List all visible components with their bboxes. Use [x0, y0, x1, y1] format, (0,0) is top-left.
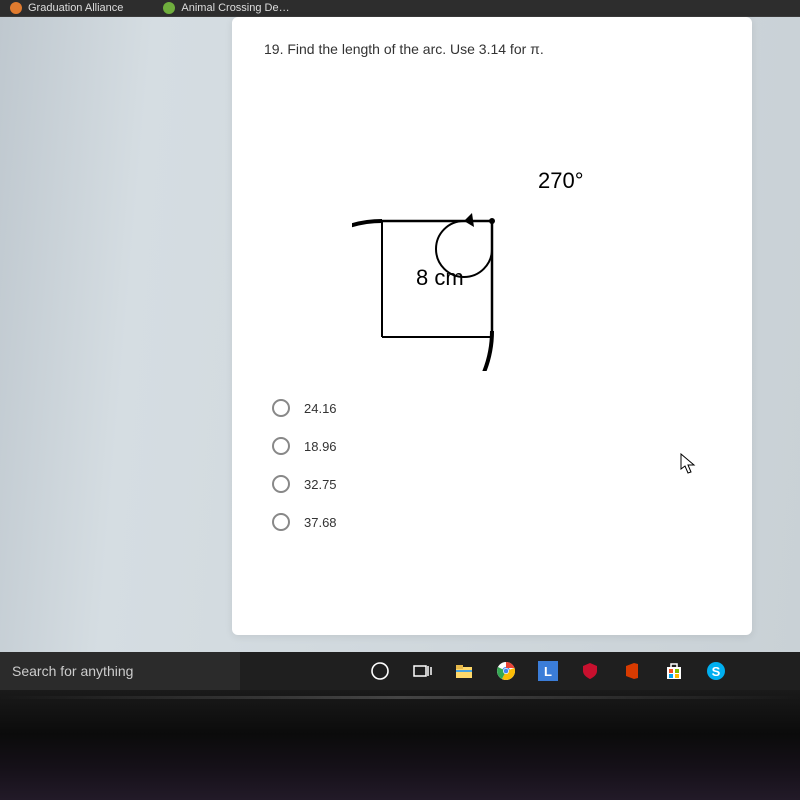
angle-label: 270°: [538, 168, 584, 193]
browser-bookmarks-bar: Graduation Alliance Animal Crossing De…: [0, 0, 800, 16]
bookmark-label: Animal Crossing De…: [181, 2, 289, 14]
svg-text:S: S: [712, 664, 721, 679]
answer-option[interactable]: 24.16: [272, 399, 720, 417]
arc-diagram: 270° 8 cm: [352, 81, 632, 371]
taskbar-search[interactable]: Search for anything: [0, 652, 240, 690]
app-l-icon[interactable]: L: [538, 661, 558, 681]
option-label: 24.16: [304, 401, 337, 416]
page-background: 19. Find the length of the arc. Use 3.14…: [0, 16, 800, 652]
bookmark-icon: [10, 2, 22, 14]
angle-indicator-arrowhead: [464, 213, 474, 227]
question-text: 19. Find the length of the arc. Use 3.14…: [264, 41, 720, 57]
bookmark-item[interactable]: Graduation Alliance: [10, 2, 123, 14]
option-label: 37.68: [304, 515, 337, 530]
bookmark-item[interactable]: Animal Crossing De…: [163, 2, 289, 14]
skype-icon[interactable]: S: [706, 661, 726, 681]
radius-label: 8 cm: [416, 265, 464, 290]
search-placeholder-text: Search for anything: [12, 663, 133, 679]
office-icon[interactable]: [622, 661, 642, 681]
mcafee-icon[interactable]: [580, 661, 600, 681]
bookmark-icon: [163, 2, 175, 14]
task-view-icon[interactable]: [412, 661, 432, 681]
radio-icon: [272, 475, 290, 493]
answer-option[interactable]: 18.96: [272, 437, 720, 455]
answer-option[interactable]: 32.75: [272, 475, 720, 493]
taskbar-icons: L S: [370, 652, 726, 690]
radio-icon: [272, 399, 290, 417]
bookmark-label: Graduation Alliance: [28, 2, 123, 14]
windows-taskbar: Search for anything L S: [0, 652, 800, 690]
center-dot: [489, 218, 495, 224]
answer-option[interactable]: 37.68: [272, 513, 720, 531]
chrome-icon[interactable]: [496, 661, 516, 681]
option-label: 32.75: [304, 477, 337, 492]
answer-options: 24.16 18.96 32.75 37.68: [272, 399, 720, 531]
radio-icon: [272, 437, 290, 455]
store-icon[interactable]: [664, 661, 684, 681]
radio-icon: [272, 513, 290, 531]
laptop-bezel: [0, 690, 800, 800]
svg-text:L: L: [544, 664, 552, 679]
file-explorer-icon[interactable]: [454, 661, 474, 681]
quiz-card: 19. Find the length of the arc. Use 3.14…: [232, 17, 752, 635]
option-label: 18.96: [304, 439, 337, 454]
cortana-icon[interactable]: [370, 661, 390, 681]
arc-path: [352, 221, 492, 371]
